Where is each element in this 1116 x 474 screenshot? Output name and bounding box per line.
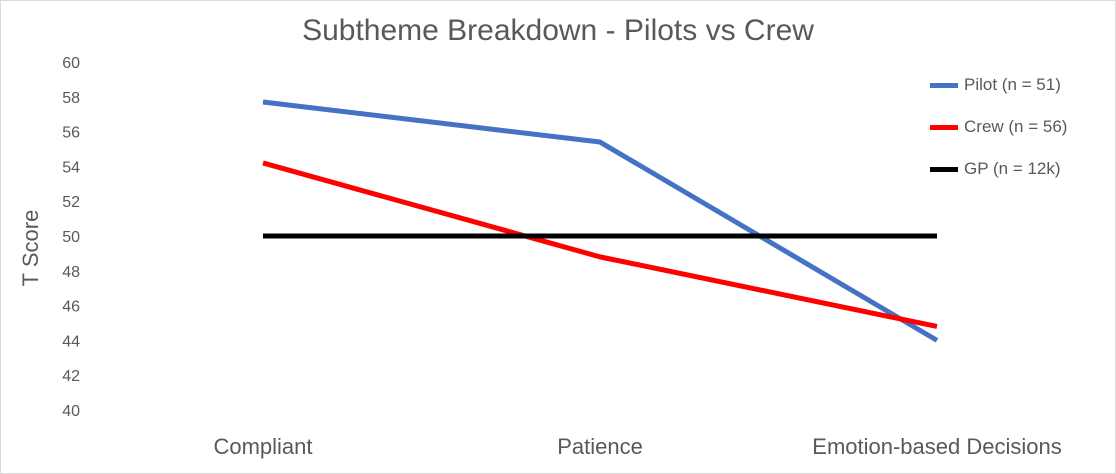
legend-label: Pilot (n = 51) (964, 75, 1061, 94)
legend: Pilot (n = 51) Crew (n = 56) GP (n = 12k) (930, 64, 1110, 190)
y-tick-label: 52 (62, 194, 80, 211)
y-tick-label: 50 (62, 229, 80, 246)
y-axis-ticks: 40 42 44 46 48 50 52 54 56 58 60 (62, 55, 80, 420)
series-lines (262, 99, 939, 343)
chart-title: Subtheme Breakdown - Pilots vs Crew (302, 14, 814, 47)
y-axis-label: T Score (18, 210, 43, 287)
legend-label: Crew (n = 56) (964, 117, 1068, 136)
y-tick-label: 60 (62, 55, 80, 72)
y-tick-label: 48 (62, 264, 80, 281)
y-tick-label: 46 (62, 299, 80, 316)
legend-label: GP (n = 12k) (964, 159, 1061, 178)
y-tick-label: 40 (62, 403, 80, 420)
y-tick-label: 56 (62, 125, 80, 142)
legend-item: GP (n = 12k) (930, 148, 1110, 190)
x-category-label: Patience (557, 434, 643, 459)
series-line (262, 99, 939, 343)
x-axis-categories: Compliant Patience Emotion-based Decisions (213, 434, 1061, 459)
legend-swatch (930, 124, 958, 130)
y-tick-label: 42 (62, 368, 80, 385)
legend-item: Pilot (n = 51) (930, 64, 1110, 106)
legend-swatch (930, 166, 958, 172)
x-category-label: Compliant (213, 434, 312, 459)
y-tick-label: 54 (62, 159, 80, 176)
series-line (262, 160, 938, 329)
legend-item: Crew (n = 56) (930, 106, 1110, 148)
y-tick-label: 58 (62, 90, 80, 107)
y-tick-label: 44 (62, 333, 80, 350)
legend-swatch (930, 82, 958, 88)
x-category-label: Emotion-based Decisions (812, 434, 1061, 459)
